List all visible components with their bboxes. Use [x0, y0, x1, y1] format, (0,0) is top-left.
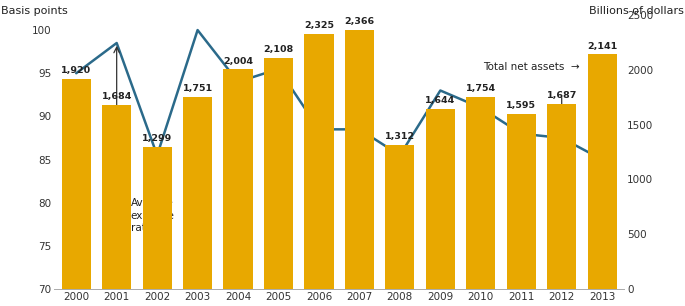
Text: Total net assets  →: Total net assets →	[483, 62, 580, 72]
Text: 1,644: 1,644	[425, 96, 456, 105]
Text: 1,299: 1,299	[142, 134, 172, 143]
Text: 1,595: 1,595	[506, 102, 536, 110]
Bar	[223, 69, 253, 289]
Text: Billions of dollars: Billions of dollars	[589, 6, 684, 16]
Bar	[183, 97, 212, 289]
Bar	[142, 147, 172, 289]
Text: 2,366: 2,366	[345, 17, 375, 26]
Text: 1,920: 1,920	[61, 66, 91, 75]
Bar	[466, 97, 495, 289]
Text: 1,687: 1,687	[547, 91, 577, 100]
Text: 1,751: 1,751	[182, 84, 212, 93]
Text: 2,325: 2,325	[304, 21, 334, 31]
Text: Basis points: Basis points	[1, 6, 67, 16]
Bar	[345, 30, 374, 289]
Bar	[507, 114, 536, 289]
Text: Average
expense
ratio²: Average expense ratio²	[131, 198, 175, 233]
Text: 1,312: 1,312	[385, 132, 415, 141]
Bar	[304, 34, 334, 289]
Bar	[102, 105, 132, 289]
Bar	[547, 104, 576, 289]
Text: 2,141: 2,141	[587, 42, 617, 50]
Text: 2,108: 2,108	[263, 45, 294, 54]
Bar	[264, 58, 293, 289]
Text: 1,684: 1,684	[101, 92, 132, 101]
Text: 2,004: 2,004	[223, 57, 253, 65]
Bar	[62, 79, 91, 289]
Bar	[426, 109, 455, 289]
Text: 1,754: 1,754	[466, 84, 496, 93]
Bar	[588, 54, 616, 289]
Bar	[385, 145, 414, 289]
